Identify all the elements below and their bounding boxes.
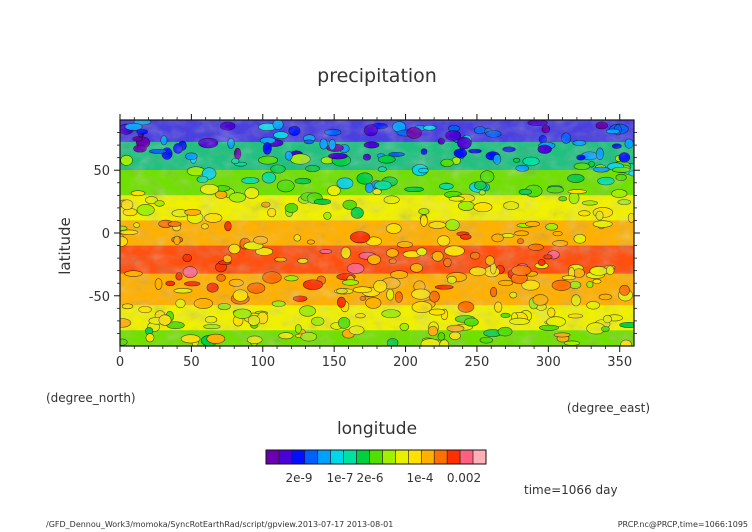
file-path: /GFD_Dennou_Work3/momoka/SyncRotEarthRad… <box>46 520 393 529</box>
x-axis-unit: (degree_east) <box>567 401 650 415</box>
colorbar-label: 2e-9 <box>286 471 313 485</box>
colorbar-swatch <box>317 449 332 465</box>
y-axis-unit: (degree_north) <box>46 391 136 405</box>
colorbar-swatch <box>343 449 357 465</box>
colorbar-swatch <box>291 449 306 465</box>
x-tick-label: 300 <box>536 355 561 370</box>
colorbar-swatch <box>330 449 344 465</box>
y-tick-label: 0 <box>102 227 110 242</box>
chart-title: precipitation <box>317 65 437 87</box>
x-tick-label: 100 <box>250 355 275 370</box>
colorbar-label: 1e-7 <box>327 471 354 485</box>
colorbar-swatch <box>459 449 474 465</box>
colorbar <box>265 449 487 465</box>
time-label: time=1066 day <box>524 483 618 497</box>
x-tick-label: 250 <box>465 355 490 370</box>
colorbar-frame <box>265 449 487 465</box>
x-tick-label: 200 <box>393 355 418 370</box>
x-tick-label: 50 <box>183 355 200 370</box>
plot-area <box>120 120 634 346</box>
y-axis-label: latitude <box>56 217 74 275</box>
x-tick-label: 350 <box>607 355 632 370</box>
colorbar-swatch <box>408 449 422 465</box>
colorbar-swatch <box>369 449 383 465</box>
y-axis: 50 0 -50 <box>89 132 640 334</box>
colorbar-swatch <box>472 449 487 465</box>
colorbar-labels: 2e-9 1e-7 2e-6 1e-4 0.002 <box>286 471 482 485</box>
y-tick-label: -50 <box>89 290 110 305</box>
colorbar-label: 0.002 <box>447 471 481 485</box>
colorbar-swatch <box>382 449 396 465</box>
colorbar-label: 2e-6 <box>357 471 384 485</box>
colorbar-swatch <box>356 449 370 465</box>
colorbar-swatch <box>265 449 280 465</box>
colorbar-swatch <box>420 449 435 465</box>
x-tick-label: 0 <box>116 355 124 370</box>
x-tick-label: 150 <box>322 355 347 370</box>
colorbar-swatch <box>278 449 293 465</box>
x-axis-label: longitude <box>337 419 417 439</box>
dataset-info: PRCP.nc@PRCP,time=1066:1095 <box>618 520 748 529</box>
contour-texture <box>120 120 634 346</box>
colorbar-swatch <box>304 449 319 465</box>
colorbar-label: 1e-4 <box>407 471 434 485</box>
colorbar-swatch <box>433 449 448 465</box>
colorbar-swatch <box>395 449 409 465</box>
y-tick-label: 50 <box>93 164 110 179</box>
x-axis: 0 50 100 150 200 250 300 350 <box>116 114 632 370</box>
colorbar-swatch <box>446 449 461 465</box>
